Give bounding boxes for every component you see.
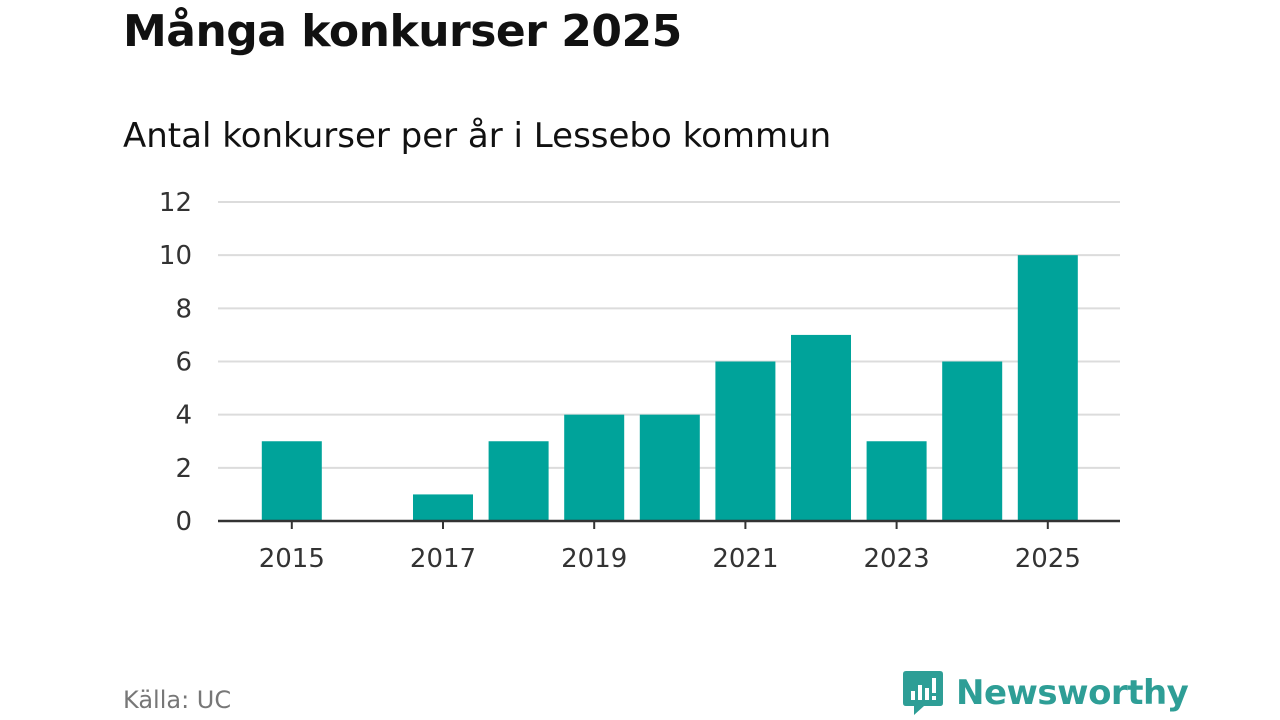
source-note: Källa: UC xyxy=(123,686,232,714)
y-tick-label: 12 xyxy=(159,188,192,218)
bar xyxy=(413,494,473,521)
x-tick-label: 2015 xyxy=(259,544,325,574)
x-tick-label: 2017 xyxy=(410,544,476,574)
bar xyxy=(1017,255,1078,521)
chart-subtitle: Antal konkurser per år i Lessebo kommun xyxy=(123,116,832,156)
bar xyxy=(488,441,549,521)
y-tick-label: 10 xyxy=(159,241,192,271)
bar xyxy=(715,361,776,521)
bar xyxy=(639,414,700,521)
bar xyxy=(564,414,625,521)
x-tick-label: 2019 xyxy=(561,544,627,574)
brand-name: Newsworthy xyxy=(956,673,1189,713)
bar xyxy=(791,334,851,521)
x-tick-label: 2023 xyxy=(864,544,930,574)
y-tick-label: 6 xyxy=(175,348,192,378)
bars xyxy=(261,255,1078,521)
x-tick-label: 2021 xyxy=(712,544,778,574)
x-tick-label: 2025 xyxy=(1015,544,1081,574)
bar xyxy=(261,441,322,521)
chart-title: Många konkurser 2025 xyxy=(123,6,682,57)
brand-logo: Newsworthy xyxy=(902,668,1189,718)
bar xyxy=(866,441,927,521)
bar xyxy=(942,361,1003,521)
newsworthy-logo-icon xyxy=(903,671,943,715)
y-tick-label: 4 xyxy=(175,401,192,431)
y-tick-label: 8 xyxy=(175,294,192,324)
y-tick-label: 2 xyxy=(175,454,192,484)
axes: 0 2 4 6 8 10 12 2015 2017 2019 2021 2023 2025 xyxy=(159,188,1120,574)
y-tick-label: 0 xyxy=(175,507,192,537)
